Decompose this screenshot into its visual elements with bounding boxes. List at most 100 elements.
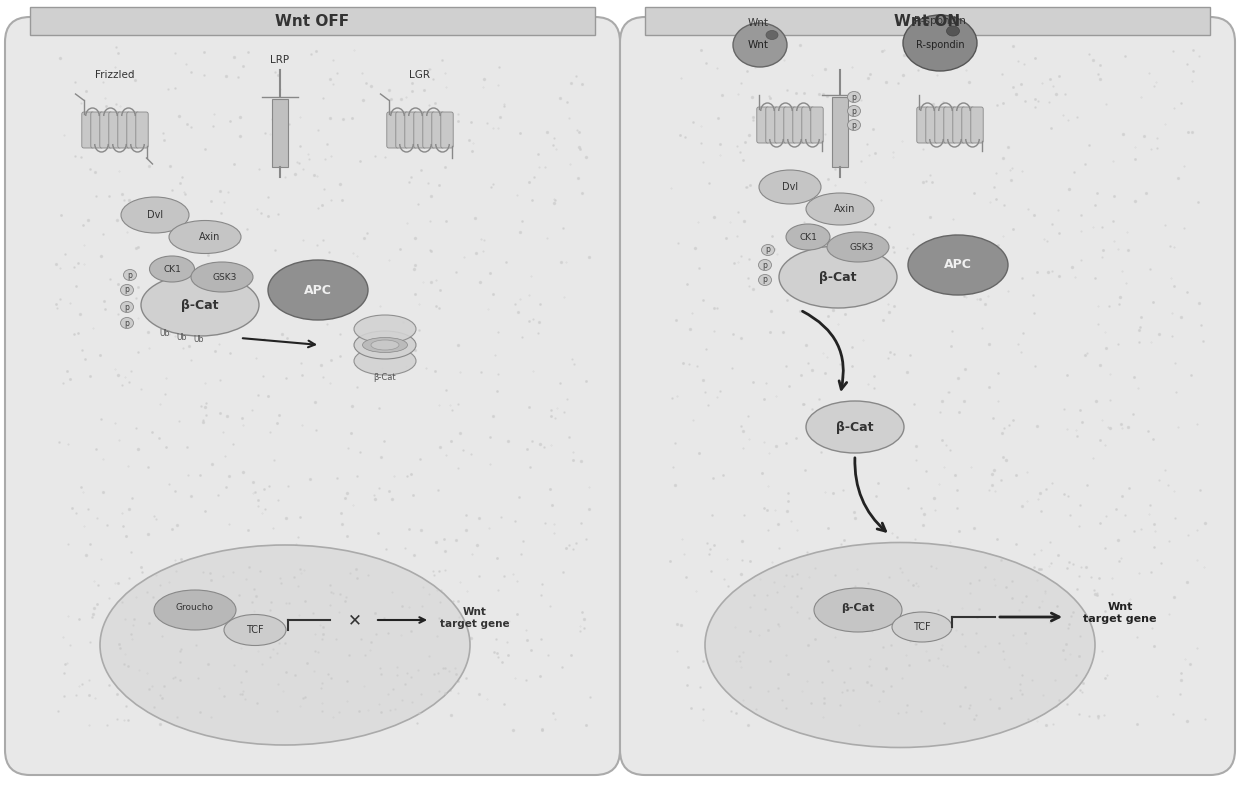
Text: p: p (124, 286, 129, 294)
Ellipse shape (122, 197, 188, 233)
Text: R-spondin: R-spondin (915, 40, 965, 50)
Text: LRP: LRP (270, 55, 290, 65)
Text: Frizzled: Frizzled (95, 70, 135, 80)
FancyBboxPatch shape (91, 112, 103, 148)
Bar (30, 7, 595, 35)
FancyBboxPatch shape (971, 107, 983, 143)
Text: Wnt ON: Wnt ON (894, 13, 960, 28)
FancyBboxPatch shape (404, 112, 417, 148)
Text: p: p (765, 246, 770, 254)
FancyBboxPatch shape (396, 112, 408, 148)
FancyBboxPatch shape (926, 107, 939, 143)
Text: Groucho: Groucho (176, 603, 215, 612)
Text: β-Cat: β-Cat (836, 421, 874, 433)
Text: Ub: Ub (160, 328, 170, 338)
Ellipse shape (847, 119, 861, 130)
Ellipse shape (120, 284, 134, 295)
Ellipse shape (759, 170, 821, 204)
Text: Axin: Axin (200, 232, 221, 242)
Text: β-Cat: β-Cat (841, 603, 874, 613)
Ellipse shape (761, 244, 775, 255)
Bar (832, 97, 848, 167)
Ellipse shape (806, 193, 874, 225)
Ellipse shape (813, 588, 901, 632)
Text: Dvl: Dvl (146, 210, 164, 220)
Text: ✕: ✕ (348, 611, 362, 629)
FancyBboxPatch shape (136, 112, 149, 148)
Ellipse shape (154, 590, 236, 630)
Text: Ub: Ub (193, 335, 205, 345)
FancyBboxPatch shape (620, 17, 1235, 775)
Ellipse shape (892, 612, 952, 642)
Text: β-Cat: β-Cat (373, 373, 397, 382)
FancyBboxPatch shape (82, 112, 94, 148)
Ellipse shape (120, 317, 134, 328)
Text: β-Cat: β-Cat (820, 271, 857, 283)
FancyBboxPatch shape (802, 107, 815, 143)
FancyBboxPatch shape (811, 107, 823, 143)
Ellipse shape (847, 92, 861, 103)
FancyBboxPatch shape (109, 112, 122, 148)
Text: R-spondin: R-spondin (914, 16, 966, 26)
Ellipse shape (946, 26, 960, 36)
FancyBboxPatch shape (935, 107, 947, 143)
Text: p: p (124, 302, 129, 312)
Ellipse shape (362, 338, 408, 352)
FancyBboxPatch shape (962, 107, 975, 143)
Text: Ub: Ub (177, 333, 187, 341)
Ellipse shape (903, 15, 977, 71)
Text: Axin: Axin (835, 204, 856, 214)
Ellipse shape (759, 260, 771, 271)
FancyBboxPatch shape (99, 112, 112, 148)
Text: LGR: LGR (409, 70, 430, 80)
Ellipse shape (371, 340, 399, 350)
Ellipse shape (100, 545, 470, 745)
FancyBboxPatch shape (792, 107, 805, 143)
Ellipse shape (908, 235, 1008, 295)
FancyBboxPatch shape (916, 107, 929, 143)
FancyBboxPatch shape (118, 112, 130, 148)
FancyBboxPatch shape (423, 112, 435, 148)
Ellipse shape (224, 615, 286, 645)
Text: p: p (124, 319, 129, 327)
FancyBboxPatch shape (387, 112, 399, 148)
FancyBboxPatch shape (944, 107, 956, 143)
Ellipse shape (353, 347, 415, 375)
Text: GSK3: GSK3 (849, 243, 874, 251)
Ellipse shape (847, 105, 861, 116)
Text: Dvl: Dvl (782, 182, 799, 192)
Text: p: p (763, 276, 768, 284)
Text: Wnt: Wnt (748, 40, 769, 50)
Text: Wnt OFF: Wnt OFF (275, 13, 350, 28)
FancyBboxPatch shape (784, 107, 796, 143)
Ellipse shape (733, 23, 787, 67)
Ellipse shape (759, 275, 771, 286)
Ellipse shape (766, 31, 777, 39)
Text: CK1: CK1 (799, 232, 817, 242)
Text: TCF: TCF (913, 622, 931, 632)
Text: p: p (852, 93, 857, 101)
FancyBboxPatch shape (432, 112, 444, 148)
Text: TCF: TCF (247, 625, 264, 635)
Text: p: p (852, 107, 857, 115)
Ellipse shape (268, 260, 368, 320)
Ellipse shape (353, 315, 415, 343)
FancyBboxPatch shape (414, 112, 427, 148)
Ellipse shape (806, 401, 904, 453)
Text: CK1: CK1 (164, 265, 181, 273)
Text: APC: APC (304, 283, 332, 297)
FancyBboxPatch shape (775, 107, 787, 143)
Ellipse shape (827, 232, 889, 262)
Ellipse shape (124, 269, 136, 280)
Ellipse shape (141, 274, 259, 336)
FancyBboxPatch shape (440, 112, 453, 148)
Ellipse shape (120, 301, 134, 312)
Text: β-Cat: β-Cat (181, 298, 218, 312)
Text: Wnt: Wnt (748, 18, 769, 28)
Text: p: p (852, 121, 857, 130)
FancyBboxPatch shape (766, 107, 779, 143)
FancyBboxPatch shape (5, 17, 620, 775)
Ellipse shape (706, 542, 1095, 747)
Text: p: p (763, 261, 768, 269)
FancyBboxPatch shape (126, 112, 139, 148)
